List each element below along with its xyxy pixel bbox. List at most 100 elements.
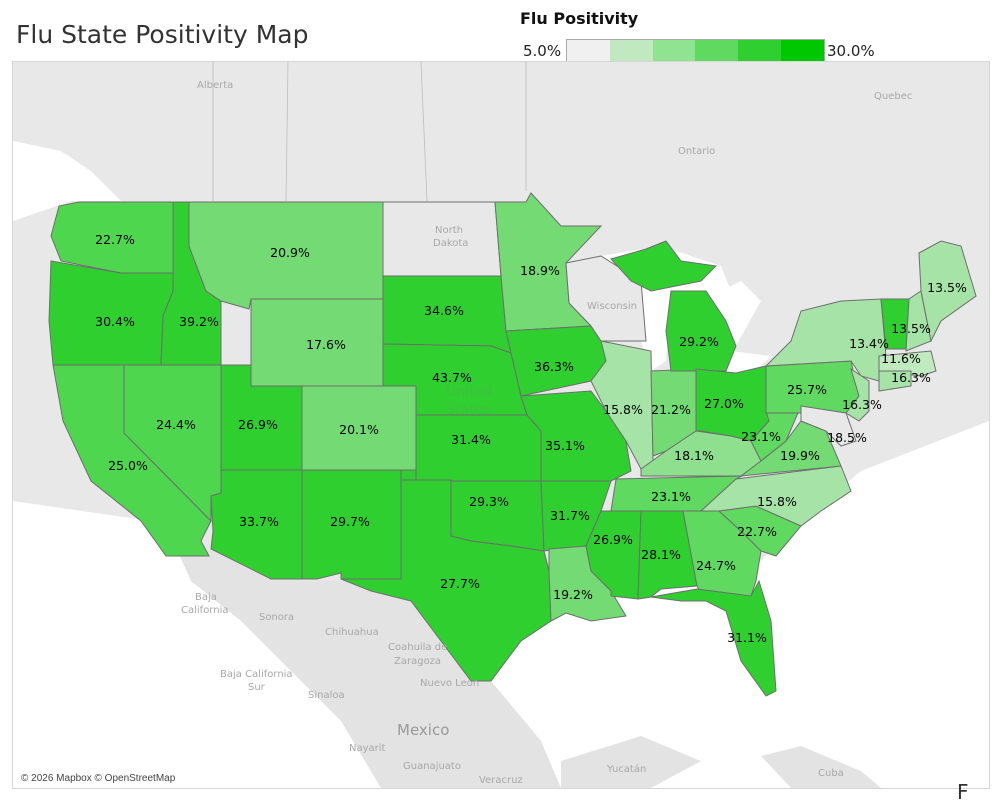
svg-text:30.4%: 30.4% xyxy=(95,314,135,329)
map-canvas[interactable]: Alberta Ontario Quebec North Dakota Wisc… xyxy=(12,61,990,789)
state-maryland[interactable] xyxy=(800,405,857,447)
svg-text:18.5%: 18.5% xyxy=(827,430,867,445)
legend-title: Flu Positivity xyxy=(520,9,639,28)
corner-letter: F xyxy=(957,780,969,804)
svg-text:31.7%: 31.7% xyxy=(550,508,590,523)
us-states[interactable] xyxy=(48,192,977,697)
svg-text:13.4%: 13.4% xyxy=(849,336,889,351)
map-attribution[interactable]: © 2026 Mapbox © OpenStreetMap xyxy=(18,772,179,785)
svg-text:Sur: Sur xyxy=(248,682,266,693)
svg-text:Wisconsin: Wisconsin xyxy=(587,301,637,312)
svg-text:Quebec: Quebec xyxy=(874,91,912,102)
svg-text:18.9%: 18.9% xyxy=(520,263,560,278)
legend-min-label: 5.0% xyxy=(523,42,562,60)
svg-text:19.2%: 19.2% xyxy=(553,587,593,602)
svg-text:Alberta: Alberta xyxy=(197,80,233,91)
svg-text:Sonora: Sonora xyxy=(259,612,294,623)
state-wisconsin[interactable] xyxy=(565,255,647,342)
svg-text:Sinaloa: Sinaloa xyxy=(308,690,345,701)
svg-text:33.7%: 33.7% xyxy=(239,514,279,529)
svg-text:35.1%: 35.1% xyxy=(545,438,585,453)
svg-text:Yucatán: Yucatán xyxy=(606,763,646,775)
state-florida[interactable] xyxy=(650,579,777,697)
svg-text:13.5%: 13.5% xyxy=(927,280,967,295)
svg-text:Chihuahua: Chihuahua xyxy=(325,627,379,638)
svg-text:17.6%: 17.6% xyxy=(306,337,346,352)
legend-step-4 xyxy=(695,40,739,62)
state-north-carolina[interactable] xyxy=(699,465,852,527)
svg-text:20.1%: 20.1% xyxy=(339,422,379,437)
svg-text:Ontario: Ontario xyxy=(678,146,715,157)
svg-text:Veracruz: Veracruz xyxy=(479,775,523,786)
svg-text:Mexico: Mexico xyxy=(397,721,449,739)
svg-text:20.9%: 20.9% xyxy=(270,245,310,260)
svg-text:23.1%: 23.1% xyxy=(741,429,781,444)
svg-text:22.7%: 22.7% xyxy=(95,232,135,247)
color-legend: Flu Positivity 5.0% 30.0% xyxy=(508,6,888,63)
svg-text:29.2%: 29.2% xyxy=(679,334,719,349)
svg-text:25.7%: 25.7% xyxy=(787,382,827,397)
legend-step-3 xyxy=(652,40,696,62)
svg-text:Zaragoza: Zaragoza xyxy=(394,656,441,667)
state-kansas[interactable] xyxy=(415,414,542,482)
legend-step-6 xyxy=(781,40,824,62)
legend-step-1 xyxy=(567,40,610,62)
svg-text:13.5%: 13.5% xyxy=(891,321,931,336)
svg-text:15.8%: 15.8% xyxy=(757,494,797,509)
svg-text:36.3%: 36.3% xyxy=(534,359,574,374)
state-massachusetts[interactable] xyxy=(878,350,937,377)
svg-text:California: California xyxy=(181,605,229,616)
svg-text:16.3%: 16.3% xyxy=(891,370,931,385)
svg-text:Nuevo Leon: Nuevo Leon xyxy=(420,678,479,689)
legend-max-label: 30.0% xyxy=(827,42,875,60)
svg-text:24.7%: 24.7% xyxy=(696,558,736,573)
state-maine[interactable] xyxy=(918,240,977,343)
svg-text:34.6%: 34.6% xyxy=(424,303,464,318)
svg-text:28.1%: 28.1% xyxy=(641,547,681,562)
svg-text:24.4%: 24.4% xyxy=(156,417,196,432)
svg-text:Coahuila de: Coahuila de xyxy=(388,642,447,653)
svg-text:North: North xyxy=(435,225,463,236)
state-missouri[interactable] xyxy=(520,390,632,482)
svg-text:United: United xyxy=(446,384,492,400)
svg-text:26.9%: 26.9% xyxy=(238,417,278,432)
state-oregon[interactable] xyxy=(48,260,174,366)
svg-text:15.8%: 15.8% xyxy=(603,402,643,417)
svg-text:21.2%: 21.2% xyxy=(651,402,691,417)
svg-text:Dakota: Dakota xyxy=(433,238,468,249)
svg-text:31.1%: 31.1% xyxy=(727,630,767,645)
state-value-labels: 22.7% 30.4% 25.0% 39.2% 24.4% 20.9% 17.6… xyxy=(95,232,967,645)
legend-step-5 xyxy=(738,40,782,62)
svg-text:11.6%: 11.6% xyxy=(881,351,921,366)
svg-text:27.0%: 27.0% xyxy=(704,396,744,411)
legend-color-ramp xyxy=(566,39,825,63)
svg-text:States: States xyxy=(446,402,490,418)
svg-text:19.9%: 19.9% xyxy=(780,448,820,463)
map-svg[interactable]: Alberta Ontario Quebec North Dakota Wisc… xyxy=(13,62,989,788)
svg-text:18.1%: 18.1% xyxy=(674,448,714,463)
state-new-jersey[interactable] xyxy=(845,367,870,422)
state-michigan[interactable] xyxy=(665,290,737,372)
svg-text:Baja California: Baja California xyxy=(220,669,293,680)
legend-step-2 xyxy=(609,40,653,62)
svg-text:25.0%: 25.0% xyxy=(108,458,148,473)
state-texas[interactable] xyxy=(340,479,552,682)
svg-text:Nayarit: Nayarit xyxy=(349,743,386,754)
svg-text:39.2%: 39.2% xyxy=(179,314,219,329)
basemap-labels: Alberta Ontario Quebec North Dakota Wisc… xyxy=(181,80,912,786)
state-connecticut[interactable] xyxy=(878,370,912,392)
svg-text:22.7%: 22.7% xyxy=(737,524,777,539)
svg-text:29.7%: 29.7% xyxy=(330,514,370,529)
svg-text:23.1%: 23.1% xyxy=(651,489,691,504)
svg-text:31.4%: 31.4% xyxy=(451,432,491,447)
page-title: Flu State Positivity Map xyxy=(16,20,309,49)
svg-text:26.9%: 26.9% xyxy=(593,532,633,547)
svg-text:27.7%: 27.7% xyxy=(440,576,480,591)
state-michigan-up[interactable] xyxy=(610,240,718,292)
svg-text:Baja: Baja xyxy=(195,592,217,603)
svg-text:Guanajuato: Guanajuato xyxy=(403,761,461,772)
svg-text:16.3%: 16.3% xyxy=(842,397,882,412)
svg-text:Cuba: Cuba xyxy=(818,768,844,779)
svg-text:43.7%: 43.7% xyxy=(432,370,472,385)
svg-text:29.3%: 29.3% xyxy=(469,494,509,509)
